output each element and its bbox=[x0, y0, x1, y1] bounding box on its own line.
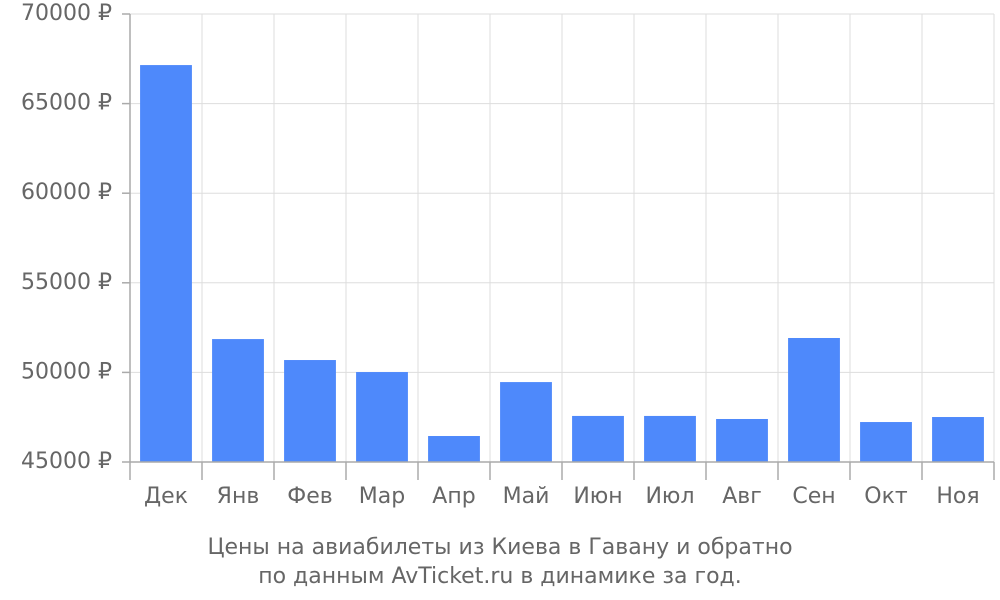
y-tick-label: 60000 ₽ bbox=[21, 180, 112, 205]
x-tick-label: Янв bbox=[217, 484, 260, 509]
x-tick-label: Фев bbox=[287, 484, 332, 509]
bar bbox=[284, 360, 336, 462]
x-tick-label: Мар bbox=[359, 484, 405, 509]
x-tick-label: Авг bbox=[722, 484, 762, 509]
x-tick-label: Май bbox=[503, 484, 550, 509]
y-tick-label: 45000 ₽ bbox=[21, 449, 112, 474]
x-tick-label: Июл bbox=[645, 484, 694, 509]
bar bbox=[428, 436, 480, 462]
x-tick-label: Июн bbox=[573, 484, 622, 509]
y-tick-label: 55000 ₽ bbox=[21, 270, 112, 295]
bar bbox=[500, 382, 552, 462]
y-tick-label: 50000 ₽ bbox=[21, 359, 112, 384]
x-tick-label: Окт bbox=[864, 484, 908, 509]
bar bbox=[356, 372, 408, 462]
bar bbox=[212, 339, 264, 462]
bar bbox=[788, 337, 840, 462]
bar bbox=[572, 415, 624, 462]
x-tick-label: Сен bbox=[792, 484, 835, 509]
bar bbox=[140, 65, 192, 463]
x-tick-label: Дек bbox=[144, 484, 188, 509]
x-tick-label: Ноя bbox=[936, 484, 979, 509]
x-tick-label: Апр bbox=[432, 484, 475, 509]
bar bbox=[716, 418, 768, 462]
bar bbox=[932, 417, 984, 462]
y-tick-label: 70000 ₽ bbox=[21, 1, 112, 26]
bar bbox=[860, 422, 912, 462]
chart-title: Цены на авиабилеты из Киева в Гавану и о… bbox=[207, 535, 792, 560]
y-tick-label: 65000 ₽ bbox=[21, 91, 112, 116]
bar bbox=[644, 415, 696, 462]
chart-subtitle: по данным AvTicket.ru в динамике за год. bbox=[258, 564, 742, 589]
